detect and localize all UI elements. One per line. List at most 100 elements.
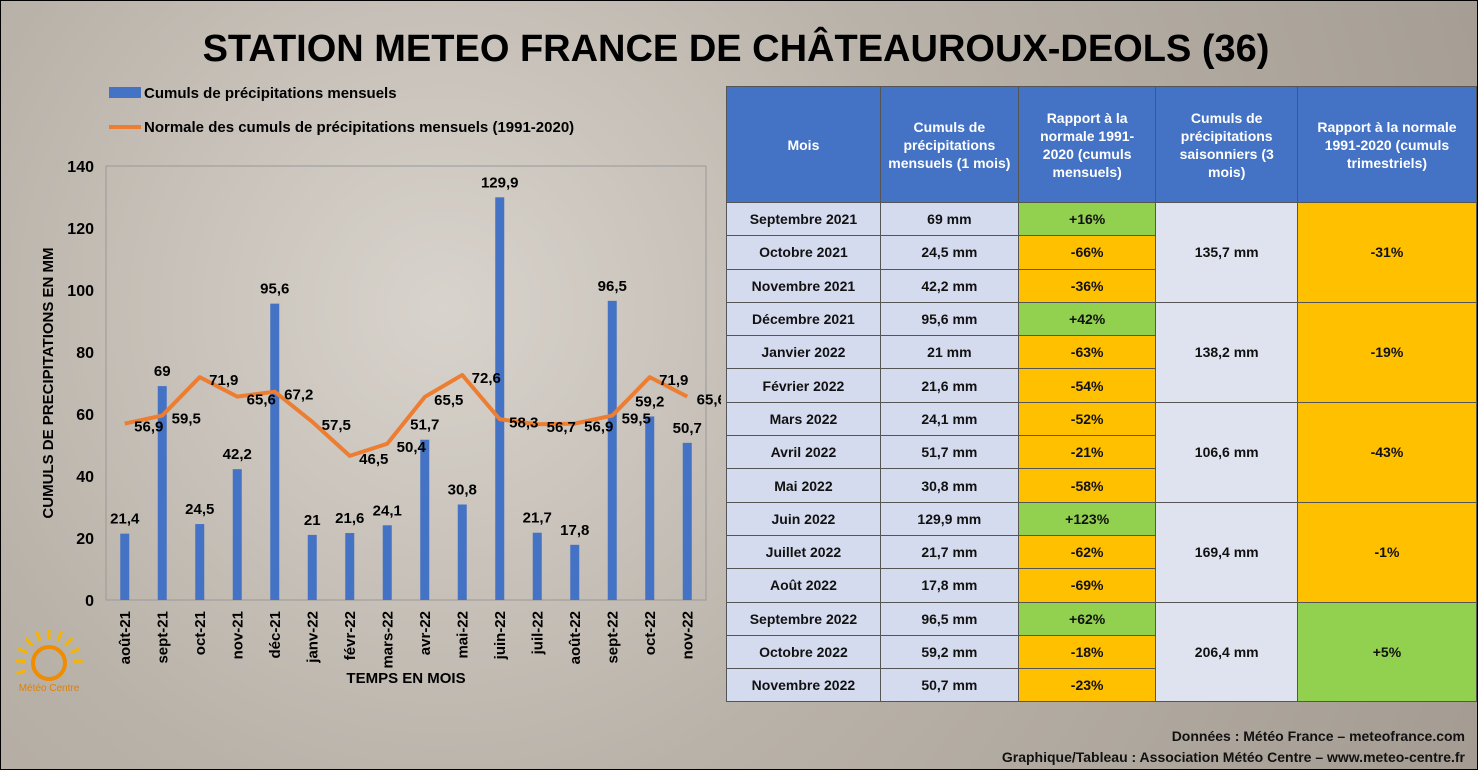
header-cell: Rapport à la normale 1991-2020 (cumuls m… — [1017, 86, 1157, 203]
x-tick-label: nov-22 — [679, 611, 696, 659]
x-tick-label: oct-21 — [192, 611, 209, 655]
table-row: Novembre 2022 50,7 mm -23% — [726, 668, 1477, 703]
month-cell: Décembre 2021 — [726, 301, 881, 337]
table-row: Janvier 2022 21 mm -63% — [726, 335, 1477, 370]
y-tick-label: 20 — [76, 531, 94, 548]
bar-value-label: 30,8 — [448, 482, 477, 499]
table-row: Septembre 2022 96,5 mm +62% 206,4 mm +5% — [726, 601, 1477, 703]
bar — [457, 504, 467, 600]
ratio-cell: -21% — [1017, 435, 1157, 470]
season-ratio-cell: -19% — [1296, 301, 1477, 403]
month-cell: Octobre 2021 — [726, 235, 881, 270]
ratio-cell: -66% — [1017, 235, 1157, 270]
bar — [495, 197, 505, 600]
value-cell: 21 mm — [879, 335, 1019, 370]
y-tick-label: 60 — [76, 407, 94, 424]
x-tick-label: sept-22 — [604, 611, 621, 664]
value-cell: 21,7 mm — [879, 534, 1019, 570]
ratio-cell: +123% — [1017, 501, 1157, 536]
ratio-cell: -63% — [1017, 335, 1157, 370]
y-tick-label: 140 — [67, 159, 94, 176]
season-ratio-cell: -31% — [1296, 202, 1477, 303]
y-axis-label: CUMULS DE PRECIPITATIONS EN MM — [40, 247, 57, 518]
month-cell: Février 2022 — [726, 368, 881, 403]
line-value-label: 71,9 — [209, 372, 238, 389]
x-tick-label: janv-22 — [304, 611, 321, 664]
x-tick-label: août-21 — [117, 611, 134, 664]
line-value-label: 50,4 — [397, 439, 427, 456]
value-cell: 30,8 mm — [879, 468, 1019, 503]
table-row: Mars 2022 24,1 mm -52% 106,6 mm -43% — [726, 401, 1477, 503]
month-cell: Septembre 2022 — [726, 601, 881, 636]
logo-ray — [24, 637, 34, 647]
logo-ray — [17, 647, 28, 655]
bar-value-label: 42,2 — [223, 446, 252, 463]
ratio-cell: -23% — [1017, 668, 1157, 703]
bar — [382, 525, 392, 600]
line-value-label: 65,5 — [434, 392, 463, 409]
x-tick-label: juin-22 — [492, 611, 509, 660]
bar-value-label: 21,4 — [110, 511, 140, 528]
logo-text: Météo Centre — [19, 683, 80, 694]
normal-line — [124, 372, 689, 458]
bar-value-label: 24,5 — [185, 501, 214, 518]
bar — [570, 544, 580, 600]
ratio-cell: -54% — [1017, 368, 1157, 403]
bar-value-label: 95,6 — [260, 281, 289, 298]
line-value-label: 56,9 — [134, 419, 163, 436]
y-tick-label: 0 — [85, 593, 94, 610]
bar — [607, 300, 617, 600]
title-area: STATION METEO FRANCE DE CHÂTEAUROUX-DEOL… — [203, 26, 1270, 70]
value-cell: 96,5 mm — [879, 601, 1019, 636]
month-cell: Mai 2022 — [726, 468, 881, 503]
value-cell: 69 mm — [879, 201, 1019, 237]
season-cell: 206,4 mm — [1155, 601, 1298, 703]
footer-credit: Graphique/Tableau : Association Météo Ce… — [1001, 749, 1465, 765]
bar — [345, 533, 355, 600]
bar-value-label: 21,6 — [335, 510, 364, 527]
value-cell: 17,8 mm — [879, 568, 1019, 603]
month-cell: Novembre 2021 — [726, 268, 881, 303]
y-tick-label: 100 — [67, 283, 94, 300]
line-value-label: 72,6 — [472, 370, 501, 387]
header-row: Mois Cumuls de précipitations mensuels (1… — [726, 86, 1477, 203]
value-cell: 59,2 mm — [879, 634, 1019, 670]
bar — [682, 442, 692, 600]
plot-frame — [105, 165, 707, 601]
logo-ray — [35, 630, 42, 642]
ratio-cell: -58% — [1017, 468, 1157, 503]
value-cell: 95,6 mm — [879, 301, 1019, 337]
bar-value-label: 69 — [154, 363, 171, 380]
line-value-label: 65,6 — [697, 392, 721, 409]
y-tick-label: 40 — [76, 469, 94, 486]
month-cell: Novembre 2022 — [726, 668, 881, 703]
bar — [195, 524, 205, 600]
value-cell: 50,7 mm — [879, 668, 1019, 703]
ratio-cell: +62% — [1017, 601, 1157, 636]
x-tick-label: sept-21 — [154, 611, 171, 664]
bar-value-label: 129,9 — [481, 174, 519, 191]
bar-value-label: 21,7 — [523, 510, 552, 527]
line-value-label: 57,5 — [322, 417, 351, 434]
ratio-cell: -62% — [1017, 534, 1157, 570]
y-tick-label: 80 — [76, 345, 94, 362]
logo-ray — [56, 630, 63, 642]
line-value-label: 71,9 — [659, 372, 688, 389]
x-tick-label: mai-22 — [454, 611, 471, 659]
logo-sun — [31, 645, 67, 681]
logo-ray — [64, 637, 74, 647]
bar-value-label: 96,5 — [598, 278, 627, 295]
table-row: Avril 2022 51,7 mm -21% — [726, 435, 1477, 470]
bar-value-label: 24,1 — [373, 502, 402, 519]
logo-ray — [16, 668, 27, 675]
table-row: Novembre 2021 42,2 mm -36% — [726, 268, 1477, 303]
table-row: Décembre 2021 95,6 mm +42% 138,2 mm -19% — [726, 301, 1477, 403]
month-cell: Janvier 2022 — [726, 335, 881, 370]
chart: 0 20 40 60 80 100 120 140 CUMULS DE PRECIPITATIO… — [14, 85, 721, 694]
line-value-label: 56,9 — [584, 419, 613, 436]
header-cell: Rapport à la normale 1991-2020 (cumuls t… — [1296, 86, 1477, 203]
ratio-cell: -52% — [1017, 401, 1157, 437]
line-value-label: 58,3 — [509, 414, 538, 431]
bar-value-label: 21 — [304, 512, 321, 529]
